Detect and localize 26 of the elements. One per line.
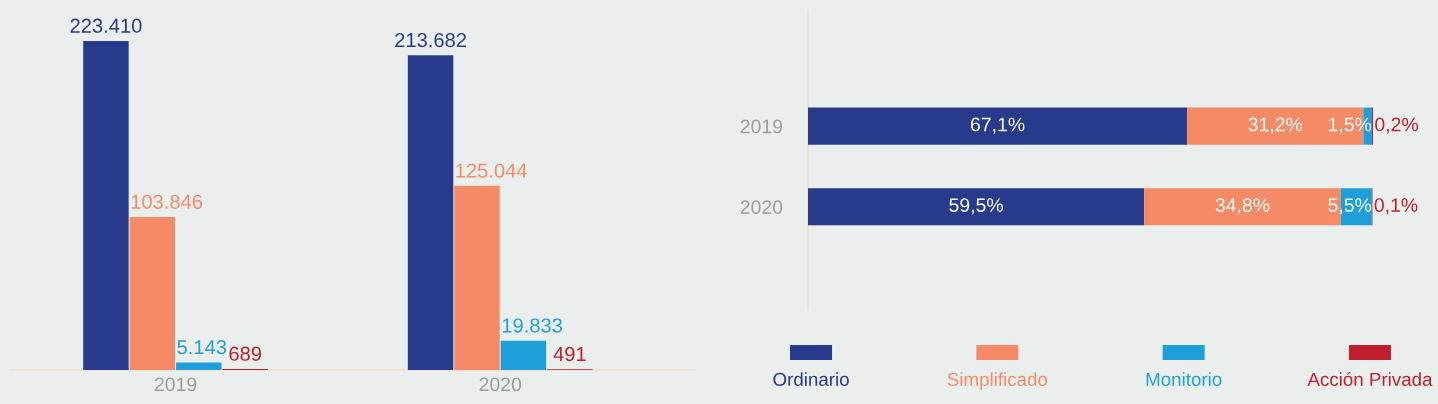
data-label: 213.682 (395, 32, 466, 48)
data-label: 19.833 (502, 318, 563, 333)
bar (407, 55, 454, 370)
legend-label: Simplificado (947, 372, 1048, 390)
legend-label: Monitorio (1146, 372, 1222, 387)
data-label: 689 (229, 346, 262, 361)
data-label: 5.143 (177, 340, 227, 355)
legend-label: Acción Privada (1307, 372, 1433, 387)
data-label: 491 (553, 346, 586, 362)
data-label: 67,1% (970, 117, 1025, 134)
bar (129, 217, 176, 370)
bar (454, 185, 500, 370)
data-label: 125.044 (456, 163, 527, 178)
legend-label: Ordinario (773, 372, 849, 387)
bar (176, 362, 222, 370)
data-label: 31,2% (1248, 117, 1303, 134)
bar (83, 40, 129, 370)
bar (808, 107, 1188, 145)
bar (808, 188, 1145, 226)
data-label: 0,1% (1374, 198, 1418, 215)
data-label: 0,2% (1375, 117, 1419, 134)
data-label: 103.846 (131, 194, 203, 209)
data-label: 59,5% (949, 198, 1003, 215)
data-label: 223.410 (70, 18, 142, 33)
bar (500, 340, 547, 370)
data-label: 34,8% (1215, 198, 1270, 215)
